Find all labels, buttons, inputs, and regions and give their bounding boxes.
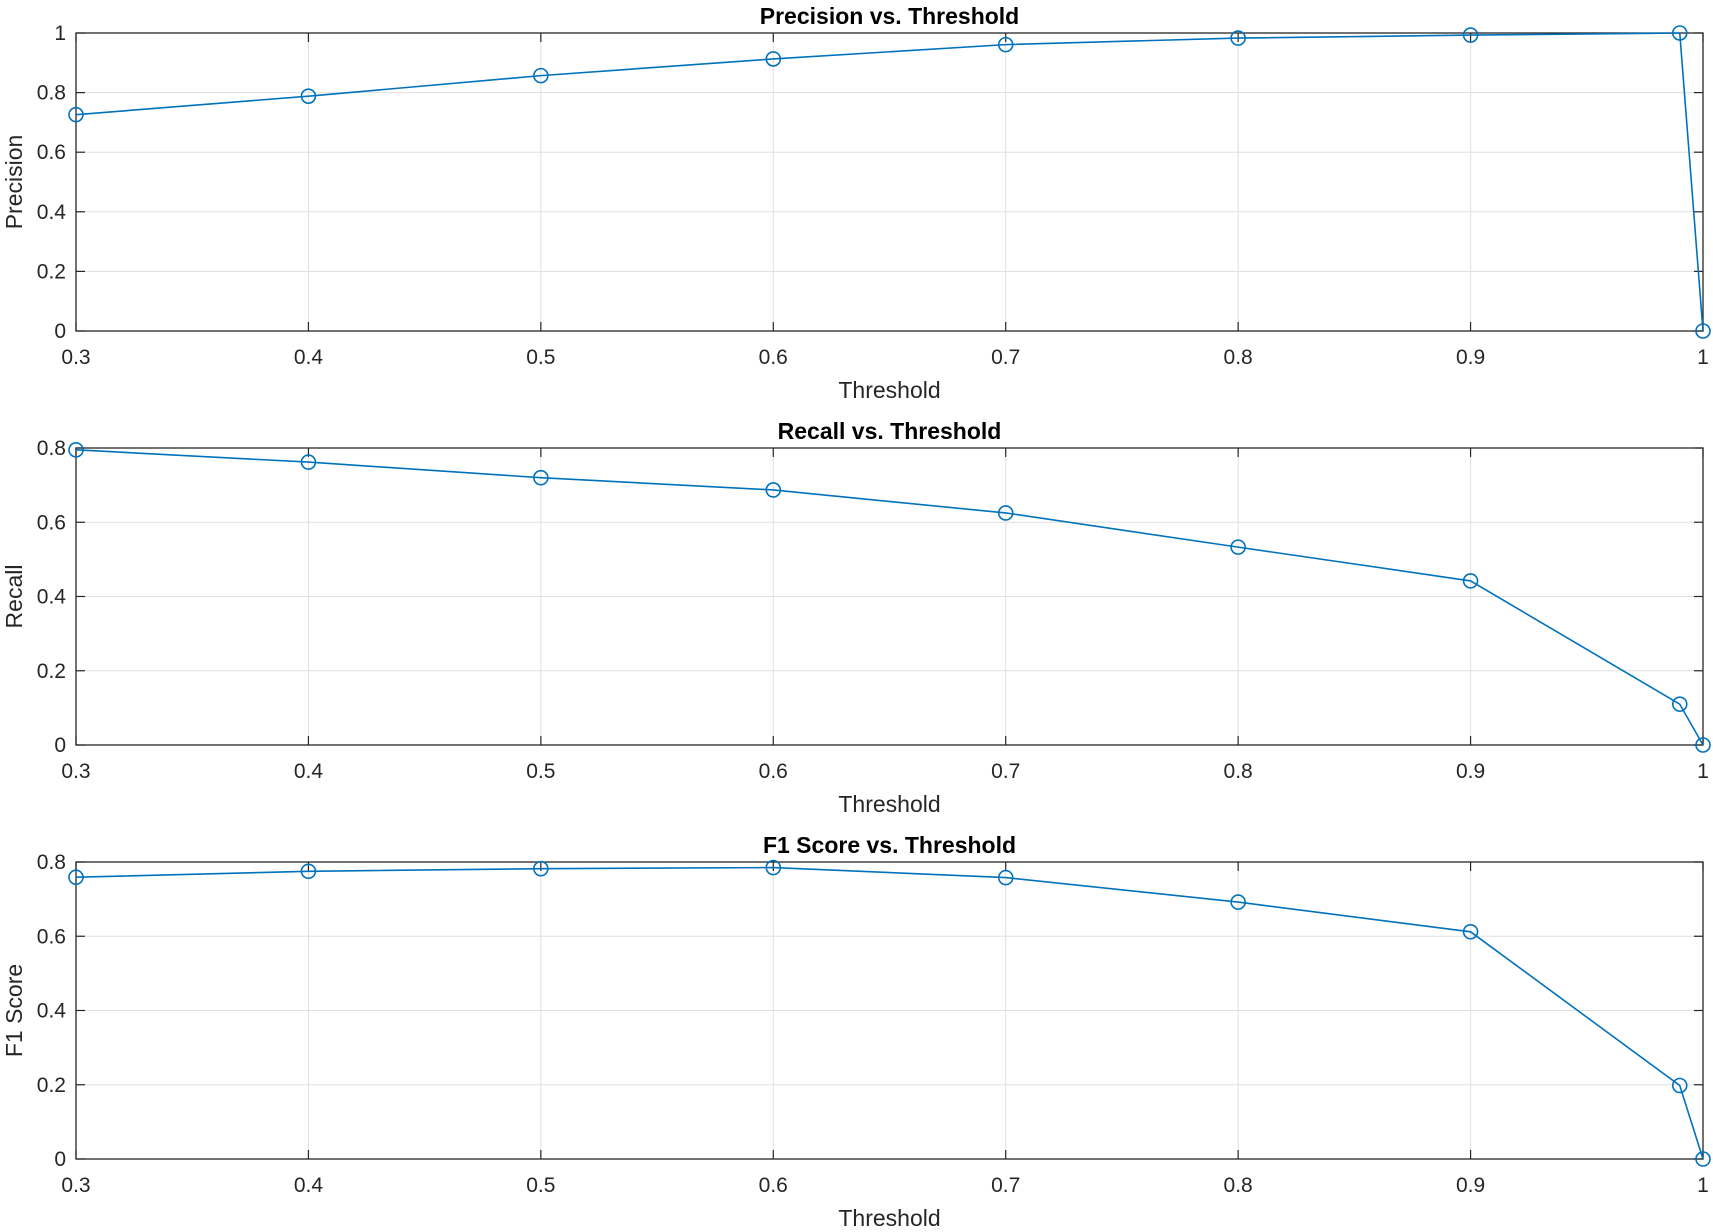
series-line [75, 866, 1704, 1160]
x-tick-label: 0.4 [294, 760, 324, 783]
data-point [1695, 737, 1711, 753]
series-line [75, 32, 1704, 332]
x-tick-label: 0.6 [759, 760, 788, 783]
data-point [765, 51, 782, 67]
y-tick-label: 0.4 [37, 201, 67, 224]
y-axis-label: F1 Score [1, 964, 27, 1057]
x-tick-label: 0.7 [991, 1174, 1020, 1197]
y-tick-label: 0.6 [37, 511, 66, 534]
data-point [765, 482, 782, 498]
y-tick-label: 0.6 [37, 925, 66, 948]
subplot-1: 0.3 0.4 0.5 0.6 0.7 0.8 0.9 1 0 0.2 0.4 0.6 0.8 1 Prec… [1, 3, 1711, 403]
x-tick-label: 0.4 [294, 346, 324, 369]
data-point [1695, 1151, 1711, 1167]
data-point [533, 67, 549, 84]
subplot-3: 0.3 0.4 0.5 0.6 0.7 0.8 0.9 1 0 0.2 0.4 0.6 0.8 F1 Sc… [1, 832, 1711, 1231]
x-tick-label: 1 [1697, 1174, 1709, 1197]
y-tick-label: 0 [54, 1148, 66, 1171]
chart-title: Precision vs. Threshold [760, 3, 1019, 29]
y-axis-label: Precision [1, 135, 27, 230]
y-tick-label: 0.2 [37, 1074, 66, 1097]
x-tick-label: 0.8 [1224, 346, 1253, 369]
x-tick-label: 1 [1697, 760, 1709, 783]
data-point [300, 88, 317, 104]
data-point [300, 454, 317, 470]
y-tick-label: 0.2 [37, 260, 66, 283]
data-point [1230, 894, 1246, 910]
data-point [533, 469, 549, 486]
data-point [1671, 696, 1688, 712]
x-tick-label: 0.7 [991, 760, 1020, 783]
x-tick-label: 0.6 [759, 1174, 788, 1197]
data-point [68, 442, 84, 458]
series-line [75, 449, 1704, 746]
data-point [68, 869, 84, 886]
x-tick-label: 1 [1697, 346, 1709, 369]
y-axis-label: Recall [1, 565, 27, 629]
chart-title: F1 Score vs. Threshold [763, 832, 1016, 858]
y-tick-label: 0 [54, 734, 66, 757]
y-tick-label: 0 [54, 320, 66, 343]
y-tick-label: 0.4 [37, 586, 67, 609]
subplot-2: 0.3 0.4 0.5 0.6 0.7 0.8 0.9 1 0 0.2 0.4 0.6 0.8 Recal… [1, 418, 1711, 817]
y-tick-label: 0.8 [37, 82, 66, 105]
x-tick-label: 0.9 [1456, 760, 1485, 783]
x-tick-label: 0.5 [526, 1174, 555, 1197]
y-tick-label: 0.6 [37, 141, 66, 164]
data-point [765, 859, 782, 876]
data-point [1462, 27, 1479, 43]
x-tick-label: 0.3 [61, 1174, 90, 1197]
y-tick-label: 0.4 [37, 1000, 67, 1023]
data-point [997, 505, 1014, 521]
x-tick-label: 0.5 [526, 760, 555, 783]
data-point [1671, 25, 1688, 41]
x-tick-label: 0.8 [1224, 1174, 1253, 1197]
x-tick-label: 0.5 [526, 346, 555, 369]
data-point [1462, 923, 1479, 940]
y-tick-label: 0.8 [37, 851, 66, 874]
data-point [1462, 573, 1479, 589]
x-tick-label: 0.3 [61, 760, 90, 783]
x-tick-label: 0.6 [759, 346, 788, 369]
x-axis-label: Threshold [838, 791, 940, 817]
data-point [533, 860, 549, 877]
x-tick-label: 0.4 [294, 1174, 324, 1197]
axes-box [75, 32, 1704, 332]
x-tick-label: 0.3 [61, 346, 90, 369]
data-point [1230, 539, 1246, 555]
data-point [1695, 323, 1711, 339]
x-tick-label: 0.7 [991, 346, 1020, 369]
x-tick-label: 0.9 [1456, 1174, 1485, 1197]
x-tick-label: 0.8 [1224, 760, 1253, 783]
data-point [1230, 30, 1246, 46]
data-point [997, 869, 1014, 886]
y-tick-label: 0.8 [37, 437, 66, 460]
x-tick-label: 0.9 [1456, 346, 1485, 369]
x-axis-label: Threshold [838, 377, 940, 403]
data-point [300, 863, 317, 880]
data-point [1671, 1077, 1688, 1094]
data-point [997, 36, 1014, 53]
y-tick-label: 1 [54, 22, 66, 45]
y-tick-label: 0.2 [37, 660, 66, 683]
x-axis-label: Threshold [838, 1205, 940, 1231]
data-point [68, 106, 84, 123]
chart-title: Recall vs. Threshold [778, 418, 1002, 444]
